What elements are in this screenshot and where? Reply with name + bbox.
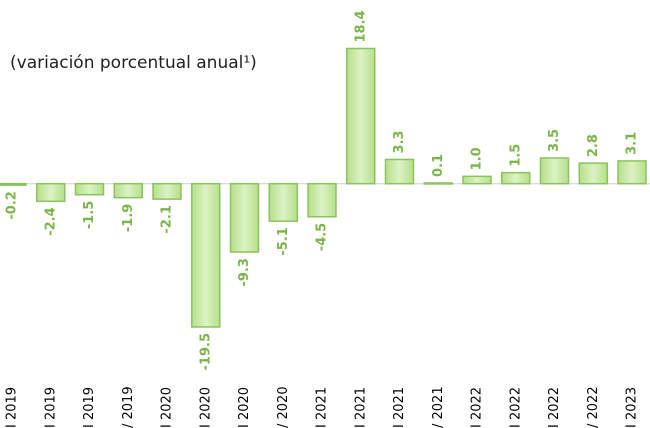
value-label: -1.9 — [121, 204, 136, 232]
bar — [307, 182, 337, 218]
bar — [152, 182, 182, 200]
bar — [36, 182, 66, 203]
bar — [501, 171, 531, 185]
bar — [578, 162, 608, 185]
value-label: 18.4 — [353, 10, 368, 42]
bar — [384, 158, 415, 185]
x-tick-label: I 2019 — [82, 387, 97, 428]
bar — [346, 47, 376, 185]
x-tick-label: I 2020 — [160, 387, 175, 428]
x-tick-label: / 2021 — [431, 386, 446, 428]
value-label: 1.0 — [470, 147, 485, 170]
bar — [0, 182, 27, 186]
value-label: -2.1 — [160, 205, 175, 233]
value-label: 1.5 — [508, 144, 523, 167]
bar — [423, 182, 453, 185]
x-tick-label: I 2020 — [237, 387, 252, 428]
value-label: 0.1 — [431, 154, 446, 177]
x-tick-label: I 2019 — [43, 387, 58, 428]
bar — [74, 182, 105, 196]
x-tick-label: / 2019 — [121, 386, 136, 428]
bar — [617, 160, 647, 185]
value-label: 3.3 — [392, 130, 407, 153]
value-label: -9.3 — [237, 258, 252, 286]
x-tick-label: I 2023 — [625, 387, 640, 428]
x-tick-label: / 2022 — [586, 386, 601, 428]
chart-subtitle: (variación porcentual anual¹) — [10, 53, 257, 73]
x-tick-label: I 2022 — [508, 387, 523, 428]
x-tick-label: I 2020 — [198, 387, 213, 428]
value-label: -4.5 — [315, 223, 330, 251]
value-label: -5.1 — [276, 227, 291, 255]
value-label: -1.5 — [82, 201, 97, 229]
value-label: -0.2 — [5, 191, 20, 219]
bar — [539, 157, 570, 185]
x-tick-label: I 2021 — [353, 387, 368, 428]
bar — [229, 182, 260, 253]
x-tick-label: I 2022 — [547, 387, 562, 428]
value-label: 3.1 — [625, 132, 640, 155]
x-tick-label: I 2021 — [315, 387, 330, 428]
value-label: 3.5 — [547, 129, 562, 152]
x-tick-label: / 2020 — [276, 386, 291, 428]
x-tick-label: I 2019 — [5, 387, 20, 428]
bar — [462, 175, 492, 185]
value-label: 2.8 — [586, 134, 601, 157]
bar — [268, 182, 298, 222]
value-label: -2.4 — [43, 207, 58, 235]
bar — [191, 182, 221, 328]
x-tick-label: I 2021 — [392, 387, 407, 428]
bar — [113, 182, 143, 199]
x-tick-label: I 2022 — [470, 387, 485, 428]
value-label: -19.5 — [198, 333, 213, 370]
